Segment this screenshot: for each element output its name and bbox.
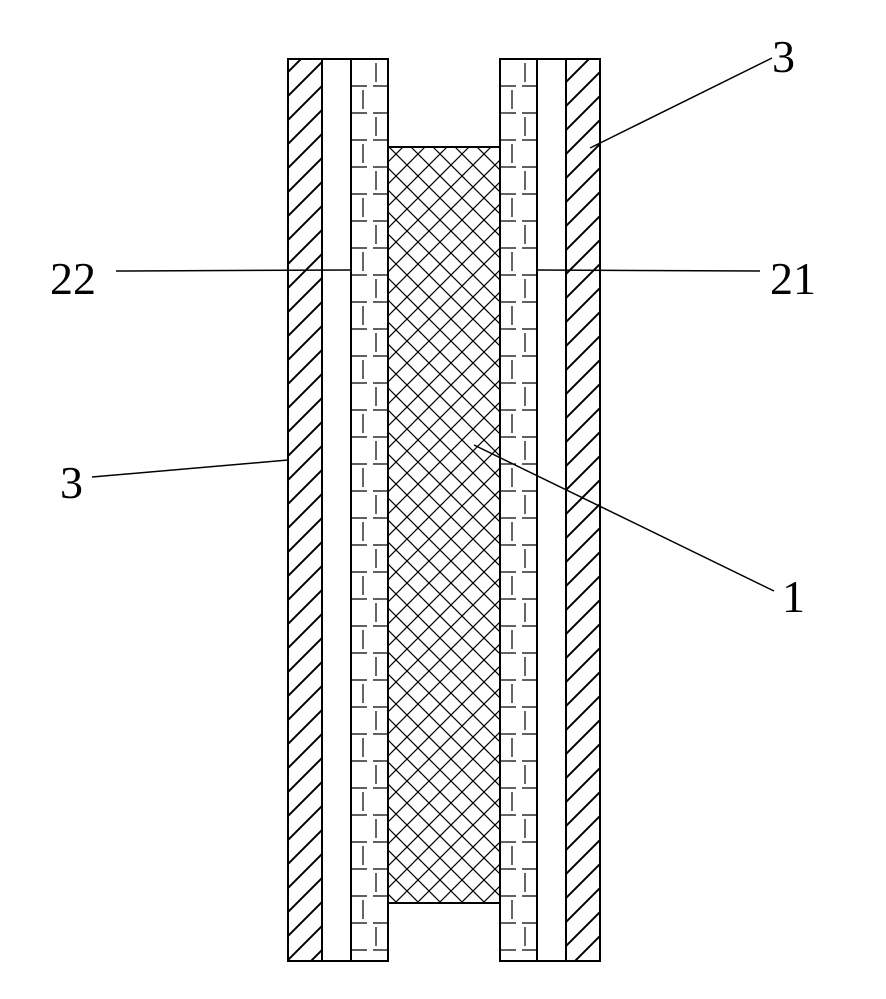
label-3-top: 3	[772, 30, 795, 83]
inner-layer-21	[500, 59, 537, 961]
center-core-1	[388, 147, 500, 903]
leader-line-0	[590, 58, 772, 148]
outer-layer-left	[288, 59, 322, 961]
label-3-left: 3	[60, 456, 83, 509]
leader-line-3	[92, 460, 288, 477]
label-22: 22	[50, 252, 96, 305]
inner-layer-22	[351, 59, 388, 961]
outer-layer-right	[566, 59, 600, 961]
cross-section-diagram	[0, 0, 886, 999]
leader-line-1	[116, 270, 351, 271]
gap-right	[537, 59, 566, 961]
gap-left	[322, 59, 351, 961]
label-21: 21	[770, 252, 816, 305]
layers	[288, 59, 600, 961]
leader-line-2	[536, 270, 760, 271]
label-1: 1	[782, 570, 805, 623]
